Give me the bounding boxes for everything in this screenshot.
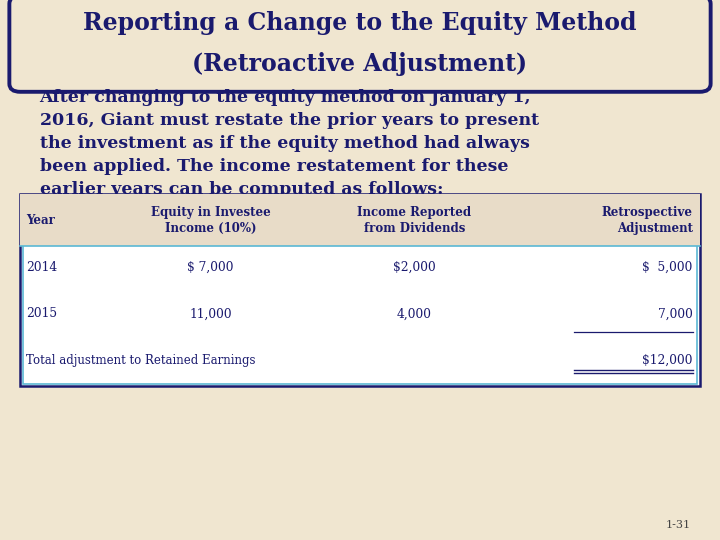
Text: Reporting a Change to the Equity Method: Reporting a Change to the Equity Method [84,11,636,35]
Text: Total adjustment to Retained Earnings: Total adjustment to Retained Earnings [26,354,256,367]
Text: $2,000: $2,000 [393,261,436,274]
Text: Income Reported
from Dividends: Income Reported from Dividends [357,206,472,234]
Text: 2015: 2015 [26,307,57,320]
Text: 4,000: 4,000 [397,307,432,320]
Text: 7,000: 7,000 [658,307,693,320]
Bar [20,194,700,246]
Text: After changing to the equity method on January 1,
2016, Giant must restate the p: After changing to the equity method on J… [40,89,539,198]
Text: Equity in Investee
Income (10%): Equity in Investee Income (10%) [150,206,270,234]
Text: $12,000: $12,000 [642,354,693,367]
Text: 1-31: 1-31 [666,520,691,530]
Bar [23,197,697,384]
Text: (Retroactive Adjustment): (Retroactive Adjustment) [192,52,528,76]
Text: 2014: 2014 [26,261,57,274]
Text: $ 7,000: $ 7,000 [187,261,234,274]
FancyBboxPatch shape [9,0,711,92]
Text: 11,000: 11,000 [189,307,232,320]
Bar [20,194,700,386]
Text: $  5,000: $ 5,000 [642,261,693,274]
Text: Year: Year [26,214,55,227]
Text: Retrospective
Adjustment: Retrospective Adjustment [602,206,693,234]
